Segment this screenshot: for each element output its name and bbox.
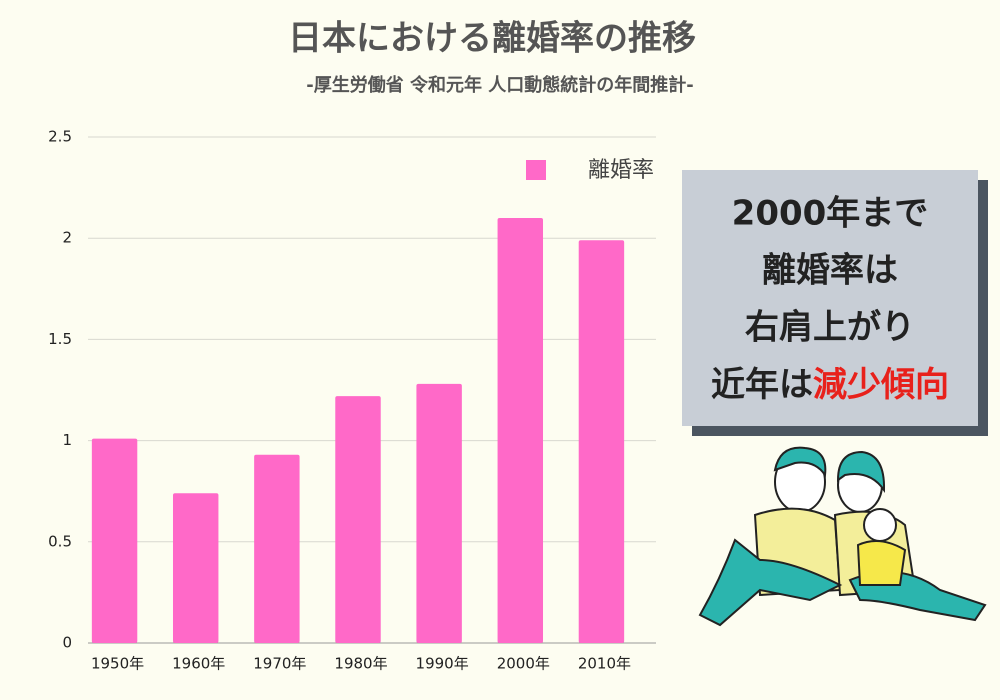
x-tick-label: 1960年 bbox=[172, 655, 225, 673]
bar bbox=[172, 493, 219, 643]
bar bbox=[497, 217, 544, 643]
bar bbox=[335, 396, 381, 643]
x-tick-label: 1950年 bbox=[91, 655, 144, 673]
bar bbox=[578, 240, 625, 643]
y-tick-label: 0.5 bbox=[48, 532, 72, 550]
x-tick-label: 2010年 bbox=[578, 655, 631, 673]
annotation-line: 離婚率は bbox=[762, 251, 898, 291]
family-illustration bbox=[698, 446, 987, 627]
chart-subtitle: -厚生労働省 令和元年 人口動態統計の年間推計- bbox=[306, 74, 693, 96]
x-tick-label: 1990年 bbox=[416, 655, 469, 673]
x-tick-label: 1980年 bbox=[334, 655, 387, 673]
bar bbox=[254, 454, 300, 643]
legend-swatch bbox=[526, 160, 546, 180]
y-tick-label: 1 bbox=[62, 431, 72, 449]
annotation-text: 近年は bbox=[711, 365, 813, 405]
annotation-line: 2000年まで bbox=[732, 194, 929, 234]
box bbox=[682, 170, 978, 426]
annotation-highlight: 減少傾向 bbox=[813, 365, 949, 405]
y-tick-label: 2 bbox=[62, 229, 72, 247]
annotation-line: 右肩上がり bbox=[745, 308, 915, 348]
bar bbox=[416, 383, 462, 643]
x-tick-label: 1970年 bbox=[253, 655, 306, 673]
y-tick-label: 2.5 bbox=[48, 128, 72, 146]
legend-label: 離婚率 bbox=[588, 158, 654, 183]
annotation-line: 近年は減少傾向 bbox=[711, 365, 949, 405]
chart-title: 日本における離婚率の推移 bbox=[288, 19, 696, 59]
y-tick-label: 1.5 bbox=[48, 330, 72, 348]
annotation-box bbox=[682, 170, 988, 436]
bar bbox=[91, 438, 138, 643]
y-tick-label: 0 bbox=[62, 634, 72, 652]
x-tick-label: 2000年 bbox=[497, 655, 550, 673]
